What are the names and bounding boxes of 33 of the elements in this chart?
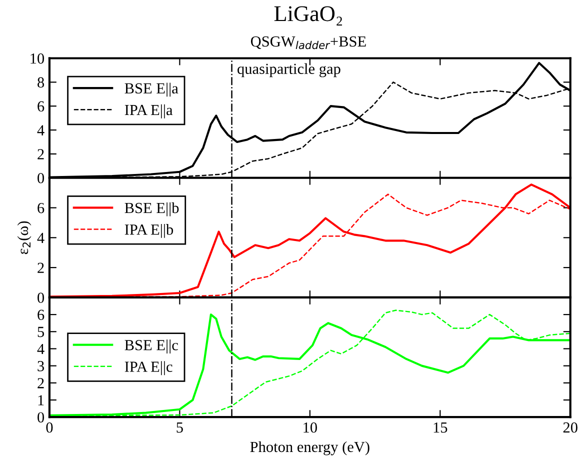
y-tick-label: 6 bbox=[38, 310, 44, 320]
x-tick-label: 0 bbox=[46, 422, 53, 433]
y-axis-title: ε$_{2}$(ω) bbox=[17, 221, 32, 254]
chart-title: LiGaO₂ bbox=[274, 6, 342, 26]
y-tick-label: 4 bbox=[37, 344, 44, 354]
x-tick-label: 20 bbox=[563, 422, 578, 433]
legend-label: IPA E||b bbox=[124, 224, 174, 238]
y-tick-label: 6 bbox=[38, 101, 44, 112]
y-tick-label: 2 bbox=[38, 378, 44, 388]
y-tick-label: 6 bbox=[38, 202, 44, 214]
y-tick-label: 0 bbox=[38, 292, 44, 303]
y-tick-label: 5 bbox=[38, 326, 44, 338]
y-tick-label: 8 bbox=[38, 77, 44, 88]
legend-label: IPA E||a bbox=[124, 104, 173, 118]
y-tick-label: 2 bbox=[38, 262, 44, 273]
legend-label: BSE E||b bbox=[124, 202, 179, 216]
y-tick-label: 10 bbox=[30, 53, 44, 64]
legend-label: IPA E||c bbox=[124, 361, 172, 376]
x-tick-label: 15 bbox=[434, 422, 448, 433]
x-axis-title: Photon energy (eV) bbox=[250, 441, 370, 456]
x-tick-label: 5 bbox=[176, 422, 183, 433]
y-tick-label: 4 bbox=[37, 125, 44, 136]
y-tick-label: 1 bbox=[38, 395, 44, 406]
ref-line-label: quasiparticle gap bbox=[238, 63, 340, 78]
chart-subtitle: QSGW$_{ladder}$+BSE bbox=[250, 36, 366, 50]
y-tick-label: 3 bbox=[38, 360, 44, 372]
y-tick-label: 0 bbox=[38, 173, 44, 184]
y-tick-label: 0 bbox=[38, 412, 44, 423]
y-tick-label: 2 bbox=[38, 149, 44, 160]
legend-label: BSE E||c bbox=[124, 340, 178, 354]
legend-label: BSE E||a bbox=[124, 82, 178, 97]
y-tick-label: 4 bbox=[37, 232, 44, 243]
x-tick-label: 10 bbox=[304, 422, 317, 433]
